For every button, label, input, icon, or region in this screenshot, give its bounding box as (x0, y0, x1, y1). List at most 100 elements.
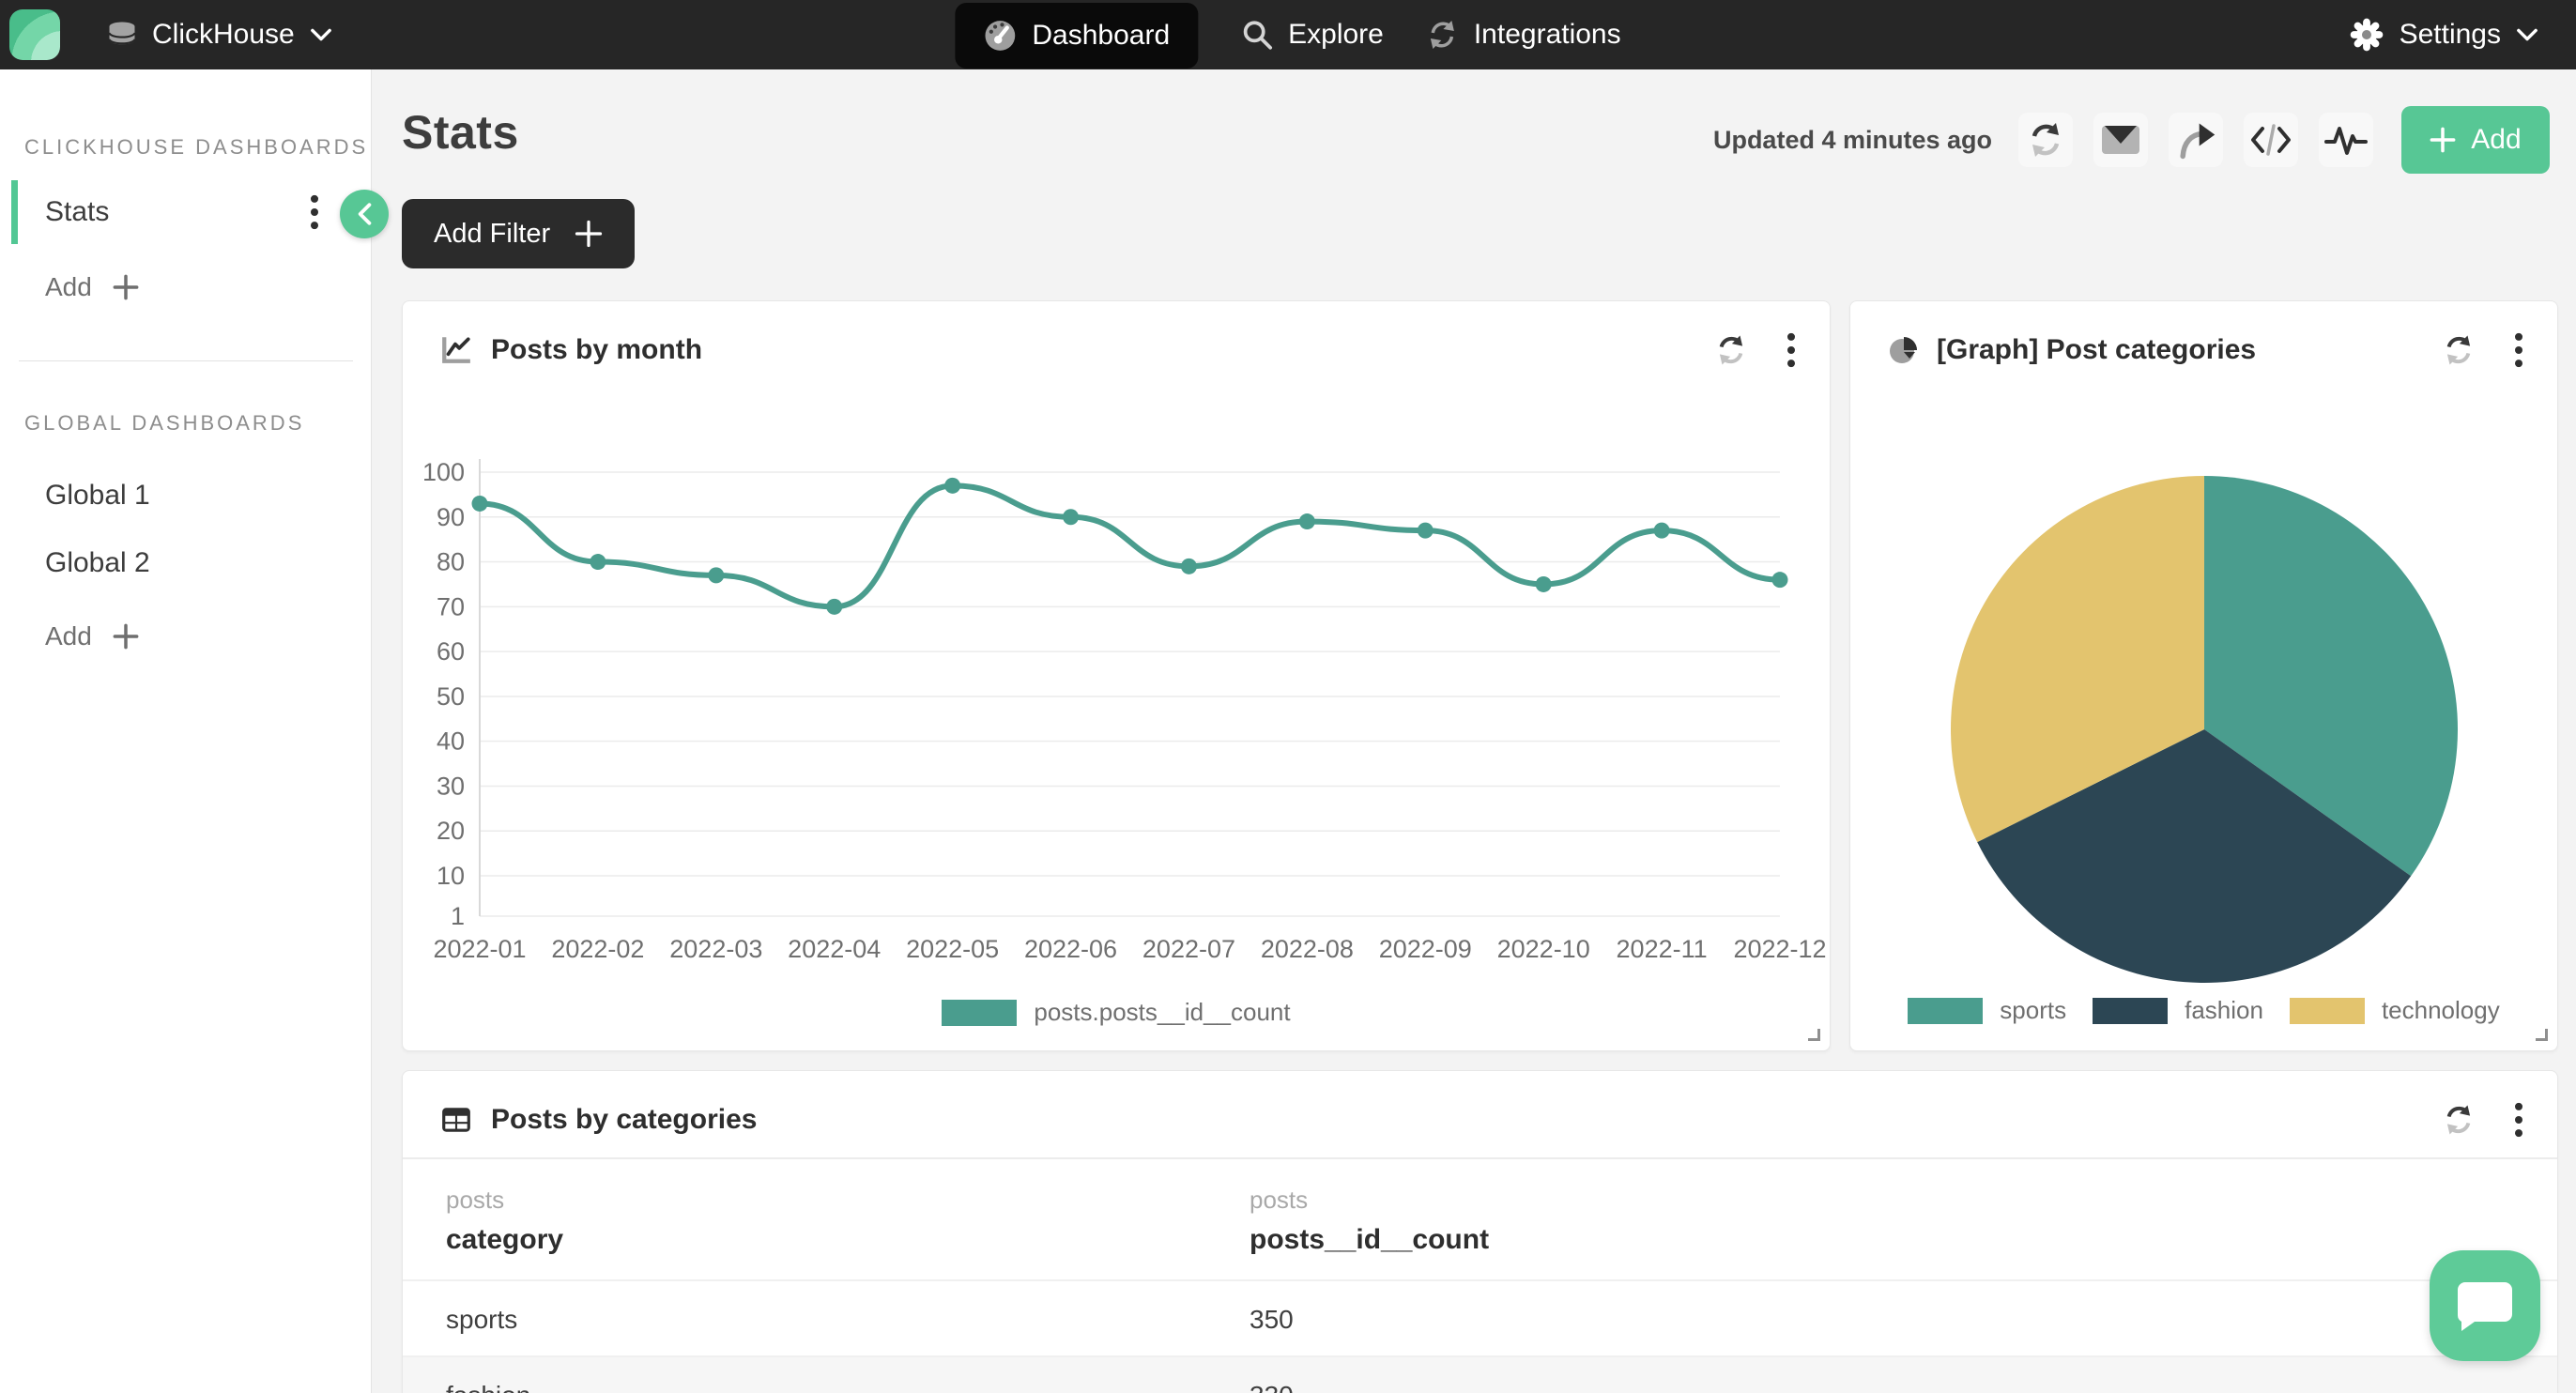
column-header-posts-id-count[interactable]: posts posts__id__count (1250, 1159, 1489, 1256)
table-icon (442, 1108, 470, 1132)
column-header-category[interactable]: posts category (446, 1159, 563, 1256)
sidebar-item-label: Global 2 (45, 547, 150, 578)
panel-posts-by-month: Posts by month 100 90 80 70 60 50 40 3 (402, 300, 1831, 1051)
updated-timestamp: Updated 4 minutes ago (1712, 125, 1992, 154)
share-icon (2180, 123, 2216, 160)
column-name: category (446, 1224, 564, 1255)
panel-refresh-button[interactable] (2441, 332, 2476, 368)
pie-chart-icon (1890, 337, 1917, 363)
tab-integrations[interactable]: Integrations (1427, 19, 1621, 51)
plus-icon (113, 623, 139, 650)
tab-dashboard[interactable]: Dashboard (955, 3, 1199, 69)
resize-handle[interactable] (2536, 1029, 2548, 1041)
line-chart-svg: 100 90 80 70 60 50 40 30 20 10 1 2022-01 2022-02 2022… (422, 458, 1827, 963)
line-chart-legend: posts.posts__id__count (403, 998, 1830, 1027)
svg-text:2022-09: 2022-09 (1379, 935, 1472, 963)
code-icon (2251, 124, 2291, 156)
legend-label: posts.posts__id__count (1034, 998, 1291, 1026)
plus-icon (575, 220, 603, 248)
table-column-headers: posts category posts posts__id__count (403, 1159, 2557, 1279)
sidebar-item-stats[interactable]: Stats (0, 180, 371, 244)
table-row[interactable]: fashion 330 (403, 1355, 2557, 1393)
table-header-divider (403, 1157, 2557, 1159)
legend-label: technology (2381, 996, 2500, 1024)
panel-menu-button[interactable] (2514, 1101, 2523, 1139)
panel-title: [Graph] Post categories (1937, 334, 2257, 365)
legend-item: technology (2289, 996, 2500, 1025)
tab-label: Dashboard (1032, 20, 1171, 51)
sidebar-item-global-2[interactable]: Global 2 (0, 531, 371, 595)
svg-text:2022-06: 2022-06 (1024, 935, 1117, 963)
svg-text:2022-05: 2022-05 (906, 935, 999, 963)
legend-swatch (2093, 997, 2169, 1024)
sync-icon (1431, 21, 1455, 49)
app-logo[interactable] (9, 9, 60, 60)
panel-refresh-button[interactable] (2441, 1102, 2476, 1138)
plus-icon (2430, 127, 2456, 153)
table-row[interactable]: sports 350 (403, 1279, 2557, 1355)
panel-title: Posts by categories (491, 1104, 758, 1135)
gear-icon (2350, 18, 2383, 52)
top-nav: ClickHouse Dashboard (0, 0, 2576, 69)
embed-code-button[interactable] (2244, 113, 2298, 167)
legend-item: fashion (2093, 996, 2263, 1025)
sidebar-section-title: GLOBAL DASHBOARDS (24, 411, 305, 435)
email-button[interactable] (2093, 113, 2148, 167)
panel-post-categories-graph: [Graph] Post categories sp (1849, 300, 2558, 1051)
tab-explore[interactable]: Explore (1241, 19, 1384, 51)
settings-menu[interactable]: Settings (2349, 0, 2538, 69)
panel-refresh-button[interactable] (1713, 332, 1749, 368)
add-filter-button[interactable]: Add Filter (402, 199, 636, 268)
kebab-menu-icon (1787, 332, 1795, 368)
add-label: Add (45, 272, 92, 301)
workspace-switcher[interactable]: ClickHouse (107, 0, 332, 69)
legend-swatch (2289, 997, 2365, 1024)
svg-text:10: 10 (437, 862, 465, 890)
svg-text:50: 50 (437, 682, 465, 711)
svg-text:2022-01: 2022-01 (433, 935, 526, 963)
plus-icon (113, 274, 139, 300)
kebab-menu-icon[interactable] (310, 193, 319, 231)
panel-menu-button[interactable] (2514, 331, 2523, 369)
cell-count: 330 (1250, 1357, 1294, 1393)
panel-menu-button[interactable] (1786, 331, 1796, 369)
refresh-icon (2032, 123, 2060, 157)
table-body: sports 350 fashion 330 (403, 1279, 2557, 1393)
page-title: Stats (402, 106, 519, 159)
panel-title: Posts by month (491, 334, 703, 365)
share-button[interactable] (2169, 113, 2223, 167)
chevron-left-icon (358, 203, 372, 225)
sidebar-item-global-1[interactable]: Global 1 (0, 464, 371, 528)
chevron-down-icon (310, 28, 331, 41)
resize-handle[interactable] (1808, 1029, 1820, 1041)
pie-chart-legend: sports fashion technology (1850, 996, 2557, 1025)
column-name: posts__id__count (1250, 1224, 1490, 1255)
add-panel-button[interactable]: Add (2401, 106, 2550, 174)
kebab-menu-icon (2515, 1102, 2522, 1138)
pie-chart-svg (1951, 476, 2458, 983)
refresh-icon (2446, 1105, 2471, 1135)
svg-text:2022-07: 2022-07 (1142, 935, 1235, 963)
svg-text:40: 40 (437, 727, 465, 756)
sidebar-add-global-dashboard[interactable]: Add (45, 621, 139, 651)
add-button-label: Add (2471, 124, 2522, 155)
sidebar-collapse-button[interactable] (340, 190, 389, 238)
pulse-icon (2324, 127, 2368, 155)
svg-text:2022-11: 2022-11 (1617, 935, 1708, 963)
legend-item: sports (1908, 996, 2066, 1025)
cell-count: 350 (1250, 1304, 1294, 1334)
refresh-button[interactable] (2018, 113, 2073, 167)
add-filter-label: Add Filter (434, 218, 551, 249)
chat-button[interactable] (2430, 1250, 2540, 1361)
sidebar-item-label: Global 1 (45, 480, 150, 511)
refresh-icon (2446, 335, 2471, 365)
activity-button[interactable] (2319, 113, 2373, 167)
sidebar-add-dashboard[interactable]: Add (45, 272, 139, 302)
brand-label: ClickHouse (152, 19, 295, 50)
svg-text:60: 60 (437, 637, 465, 666)
legend-swatch (1908, 997, 1984, 1024)
sidebar: CLICKHOUSE DASHBOARDS Stats Add GLOBAL D… (0, 69, 389, 1393)
cell-category: sports (446, 1304, 518, 1334)
svg-text:1: 1 (451, 902, 465, 930)
